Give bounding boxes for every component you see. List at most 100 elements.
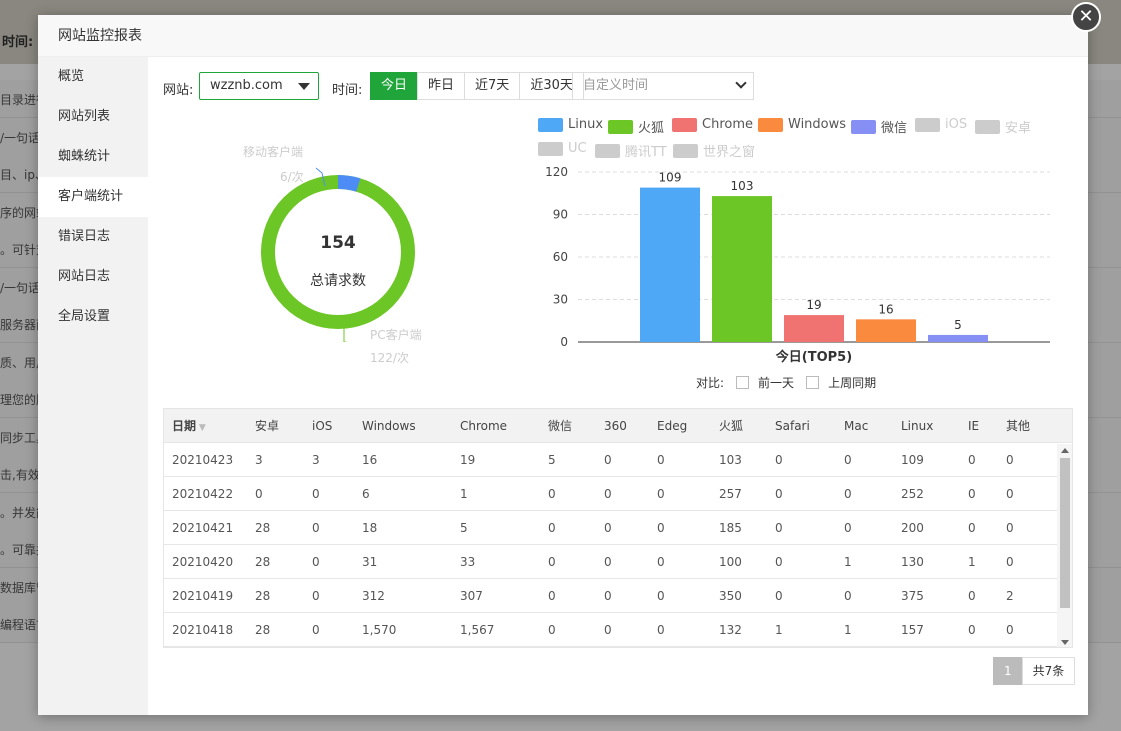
table-cell: 0 [775,589,783,603]
table-row: 20210423 3 3 16 19 5 0 0 103 0 0 109 0 0 [164,443,1072,477]
legend-item[interactable]: UC [538,141,587,156]
site-label: 网站: [163,83,194,98]
client-stats-table: 日期 ▼ 安卓 iOS Windows Chrome 微信 360 Edeg 火狐 Safari M… [163,408,1073,648]
legend-swatch [538,117,563,132]
legend-swatch [851,119,876,134]
sidebar: 概览 网站列表 蜘蛛统计 客户端统计 错误日志 网站日志 全局设置 [38,57,148,715]
background-row-text: 目录进行 [0,93,49,107]
table-cell: 18 [362,521,378,535]
bar-3[interactable] [856,319,916,342]
legend-swatch [915,117,940,132]
column-header: Linux [893,409,960,442]
legend-label: iOS [945,117,968,132]
bar-0[interactable] [640,187,700,342]
sidebar-item-global-settings[interactable]: 全局设置 [58,309,111,324]
table-cell: 1 [460,487,468,501]
table-cell: 0 [312,487,320,501]
column-header: Mac [836,409,893,442]
close-icon[interactable]: ✕ [1071,2,1101,32]
table-cell: 3 [255,453,263,467]
total-requests-label: 总请求数 [310,273,366,289]
table-row: 20210419 28 0 312 307 0 0 0 350 0 0 375 0 2 [164,579,1072,613]
scroll-up-icon[interactable] [1061,448,1069,453]
time-label: 时间: [332,83,363,98]
table-cell: 0 [844,589,852,603]
sidebar-item-site-log[interactable]: 网站日志 [58,269,111,284]
table-cell: 0 [775,521,783,535]
compare-label: 对比: [696,376,725,390]
y-tick-label: 90 [553,208,568,222]
legend-item[interactable]: 腾讯TT [595,141,667,160]
sidebar-item-spider-stats[interactable]: 蜘蛛统计 [58,149,111,164]
column-header: Windows [354,409,452,442]
legend-item[interactable]: 世界之窗 [673,141,755,160]
column-header: 其他 [998,409,1043,442]
column-header-label: Safari [775,419,810,433]
background-row-text: /一句话 [0,130,41,145]
column-header-label: Windows [362,419,416,433]
custom-time-select[interactable]: 自定义时间 [572,72,754,100]
legend-item[interactable]: iOS [915,117,967,132]
prev-day-checkbox[interactable] [736,376,750,389]
legend-item[interactable]: Chrome [672,117,753,132]
table-cell: 0 [844,487,852,501]
legend-label: Windows [788,117,847,132]
legend-label: Linux [568,117,604,132]
background-row-text: /一句话 [0,280,41,295]
table-cell: 0 [604,555,612,569]
table-cell: 28 [255,521,271,535]
table-cell: 20210421 [172,521,234,535]
table-scrollbar[interactable] [1057,444,1072,647]
time-30days-button[interactable]: 近30天 [519,72,584,100]
table-row: 20210422 0 0 6 1 0 0 0 257 0 0 252 0 0 [164,477,1072,511]
chevron-down-icon [735,77,747,89]
column-header-label: 日期 [172,419,197,433]
site-select[interactable]: wzznb.com [199,72,319,100]
table-cell: 0 [844,521,852,535]
table-cell: 0 [657,487,665,501]
table-cell: 130 [901,555,924,569]
column-header-label: Edeg [657,419,688,433]
scroll-thumb[interactable] [1060,458,1070,608]
last-week-checkbox[interactable] [806,376,820,389]
sidebar-item-site-list[interactable]: 网站列表 [58,109,111,124]
table-cell: 5 [460,521,468,535]
table-cell: 109 [901,453,924,467]
table-cell: 0 [604,521,612,535]
bar-2[interactable] [784,315,844,342]
legend-item[interactable]: Windows [758,117,846,132]
sidebar-item-error-log[interactable]: 错误日志 [58,229,111,244]
bar-1[interactable] [712,196,772,342]
sort-arrow-icon[interactable]: ▼ [196,423,206,433]
bar-4[interactable] [928,334,988,342]
background-row-text: 。并发能 [0,505,49,520]
chart-title: 今日(TOP5) [775,349,852,365]
main-panel: 网站: wzznb.com 时间: 今日 昨日 近7天 近30天 自定义时间 1… [148,57,1088,715]
time-yesterday-button[interactable]: 昨日 [417,72,466,100]
pc-client-label: PC客户端 [370,328,422,342]
column-header-label: Linux [901,419,934,433]
page-1-button[interactable]: 1 [993,657,1023,685]
table-cell: 28 [255,555,271,569]
sidebar-item-overview[interactable]: 概览 [58,69,85,84]
table-cell: 0 [604,623,612,637]
total-count: 共7条 [1021,657,1076,685]
legend-item[interactable]: Linux [538,117,603,132]
column-header[interactable]: 日期 ▼ [164,409,247,442]
legend-item[interactable]: 微信 [851,117,907,136]
table-cell: 0 [775,487,783,501]
table-cell: 0 [775,453,783,467]
time-7days-button[interactable]: 近7天 [464,72,521,100]
legend-item[interactable]: 火狐 [608,117,664,136]
table-cell: 20210418 [172,623,234,637]
legend-item[interactable]: 安卓 [975,117,1031,136]
time-today-button[interactable]: 今日 [370,72,419,100]
pc-client-value: 122/次 [370,351,409,365]
table-cell: 20210423 [172,453,234,467]
table-cell: 132 [719,623,742,637]
table-row: 20210421 28 0 18 5 0 0 0 185 0 0 200 0 0 [164,511,1072,545]
legend-swatch [672,117,697,132]
sidebar-item-client-stats[interactable]: 客户端统计 [38,177,148,217]
table-cell: 0 [968,589,976,603]
scroll-down-icon[interactable] [1061,640,1069,645]
